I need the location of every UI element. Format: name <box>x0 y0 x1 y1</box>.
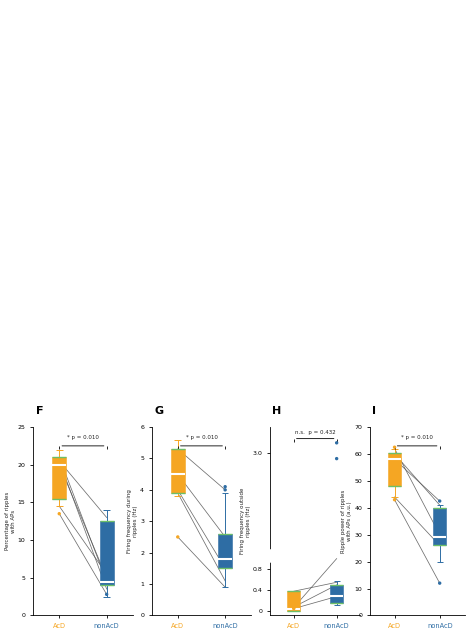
Point <box>290 602 298 612</box>
Y-axis label: Percentage of ripples
with APs: Percentage of ripples with APs <box>5 492 16 550</box>
Bar <box>218 534 232 568</box>
Point <box>333 438 340 448</box>
Point <box>436 496 444 506</box>
Point <box>391 442 398 452</box>
Point <box>221 482 229 492</box>
Bar <box>100 521 114 585</box>
Point <box>333 453 340 463</box>
Text: * p = 0.010: * p = 0.010 <box>67 435 99 440</box>
Text: H: H <box>273 406 282 416</box>
Text: G: G <box>154 406 163 416</box>
Y-axis label: Ripple power of ripples
with APs (a.u.): Ripple power of ripples with APs (a.u.) <box>341 490 352 553</box>
Point <box>290 602 298 612</box>
Bar <box>330 585 343 604</box>
Bar <box>433 508 447 546</box>
Point <box>103 589 110 599</box>
Text: F: F <box>36 406 43 416</box>
Text: * p = 0.010: * p = 0.010 <box>401 435 433 440</box>
Bar <box>287 591 300 611</box>
Bar <box>171 449 185 493</box>
Text: n.s.  p = 0.432: n.s. p = 0.432 <box>295 430 336 435</box>
Bar <box>388 453 401 486</box>
Text: I: I <box>372 406 376 416</box>
Point <box>221 485 229 495</box>
Bar <box>52 457 66 499</box>
Point <box>174 532 182 542</box>
Text: * p = 0.010: * p = 0.010 <box>185 435 218 440</box>
Point <box>391 495 398 505</box>
Point <box>55 509 63 519</box>
Y-axis label: Firing frequency during
ripples (Hz): Firing frequency during ripples (Hz) <box>127 489 138 553</box>
Point <box>436 578 444 588</box>
Point <box>290 604 298 614</box>
Y-axis label: Firing frequency outside
ripples (Hz): Firing frequency outside ripples (Hz) <box>240 488 251 555</box>
